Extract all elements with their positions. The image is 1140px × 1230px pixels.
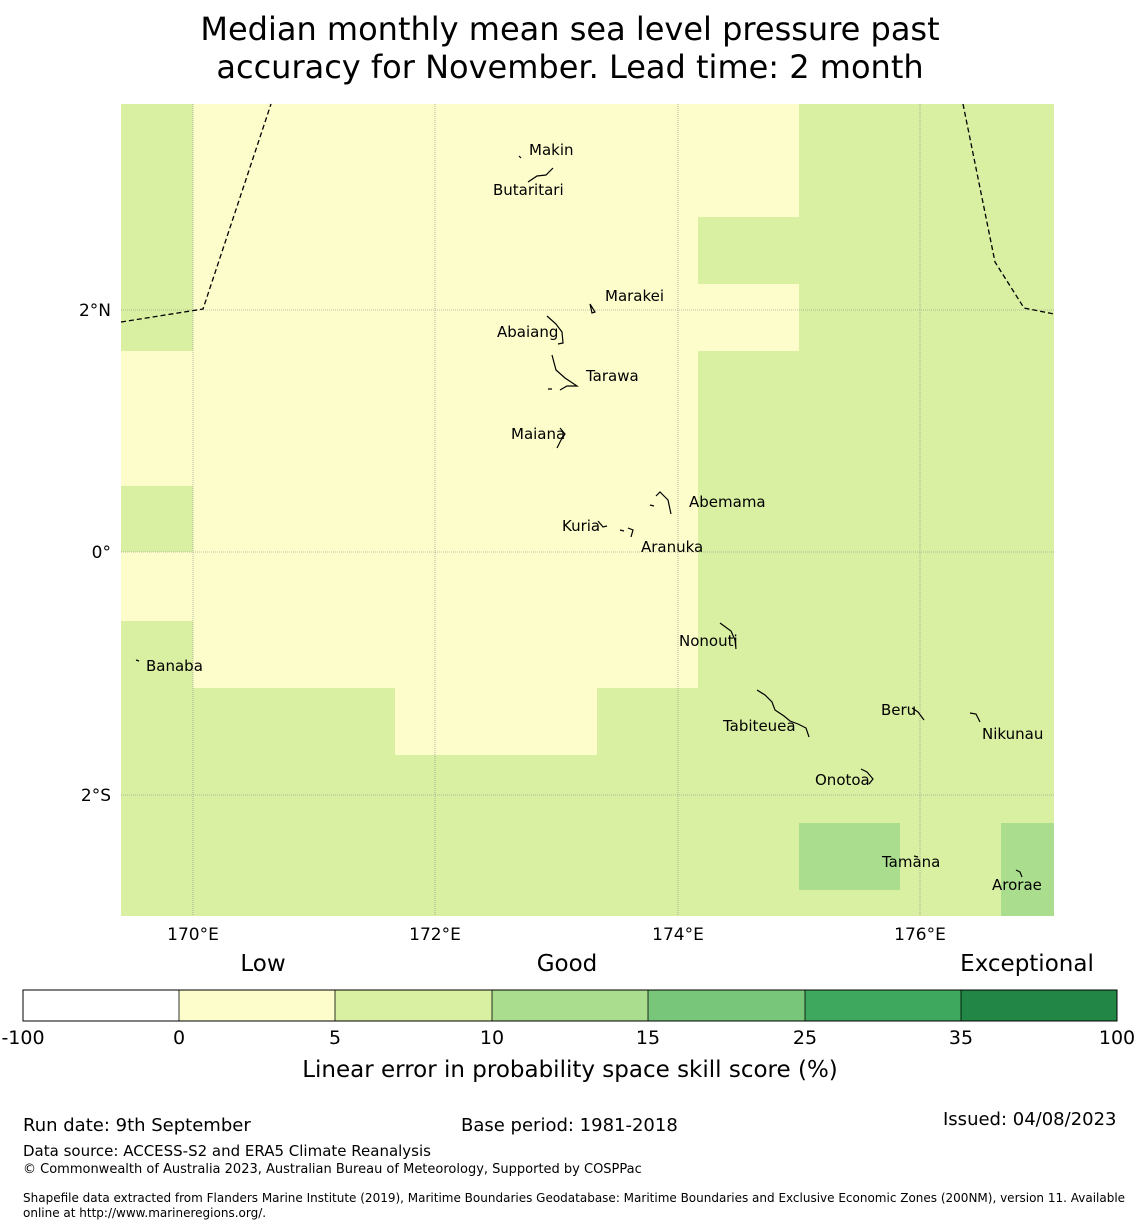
island-shape-aranuka <box>627 527 634 538</box>
island-shape-tabiteuea <box>756 689 810 738</box>
island-shape-maiana <box>556 427 566 449</box>
run-date: Run date: 9th September <box>23 1115 251 1136</box>
island-shape-makin <box>518 155 522 159</box>
legend-swatch <box>335 990 492 1021</box>
island-labels: Makin Butaritari Marakei Abaiang Tarawa … <box>146 141 1043 894</box>
island-label: Onotoa <box>815 771 870 789</box>
island-label: Makin <box>529 141 574 159</box>
map-title-line-1: Median monthly mean sea level pressure p… <box>200 10 940 48</box>
map-title: Median monthly mean sea level pressure p… <box>0 10 1140 86</box>
eez-boundary-west <box>120 103 272 323</box>
legend-category-low: Low <box>240 951 285 977</box>
grid-cell <box>799 823 900 890</box>
base-period: Base period: 1981-2018 <box>461 1115 678 1136</box>
lat-tick-label: 2°S <box>81 786 111 806</box>
grid-cell <box>121 552 698 621</box>
grid-cell <box>193 217 698 284</box>
grid-cell <box>121 351 698 486</box>
legend-category-good: Good <box>537 951 598 977</box>
data-source: Data source: ACCESS-S2 and ERA5 Climate … <box>23 1142 431 1160</box>
legend-tick-label: -100 <box>1 1027 44 1049</box>
eez-boundary-east <box>962 103 1055 315</box>
island-label: Tarawa <box>585 367 639 385</box>
island-label: Abaiang <box>497 323 558 341</box>
island-shape-onotoa <box>860 768 874 785</box>
legend-colorbar: Low Good Exceptional -100 0 5 10 15 25 3… <box>1 951 1135 1083</box>
island-label: Abemama <box>689 493 766 511</box>
gridlines <box>121 104 1054 916</box>
eez-boundaries <box>120 103 1055 323</box>
legend-swatch <box>23 990 179 1021</box>
legend-tick-label: 35 <box>949 1027 973 1049</box>
legend-swatch <box>961 990 1117 1021</box>
legend-tick-label: 25 <box>793 1027 817 1049</box>
skill-grid <box>121 104 1054 916</box>
grid-cell <box>193 104 799 217</box>
grid-cell <box>193 486 698 552</box>
legend-category-exceptional: Exceptional <box>960 951 1094 977</box>
lon-tick-labels: 170°E 172°E 174°E 176°E <box>167 925 946 945</box>
island-label: Kuria <box>562 517 600 535</box>
island-label: Marakei <box>605 287 664 305</box>
island-shape-arorae <box>1015 869 1023 878</box>
lon-tick-label: 176°E <box>894 925 946 945</box>
island-shape-abaiang <box>546 315 564 345</box>
lon-tick-label: 174°E <box>652 925 704 945</box>
island-shape-tarawa <box>548 354 579 391</box>
lat-tick-label: 2°N <box>79 301 111 321</box>
island-shape-nonouti <box>719 622 737 650</box>
island-outlines <box>135 155 1023 878</box>
lon-tick-label: 172°E <box>409 925 461 945</box>
island-label: Tabiteuea <box>722 717 796 735</box>
island-label: Tamana <box>881 853 940 871</box>
legend-tick-label: 100 <box>1099 1027 1135 1049</box>
legend-swatch <box>805 990 961 1021</box>
lon-tick-label: 170°E <box>167 925 219 945</box>
legend-frame <box>22 989 1118 1022</box>
map-title-line-2: accuracy for November. Lead time: 2 mont… <box>216 48 924 86</box>
island-shape-tamana <box>913 855 919 858</box>
copyright: © Commonwealth of Australia 2023, Austra… <box>23 1162 642 1177</box>
legend-tick-label: 0 <box>173 1027 185 1049</box>
shapefile-credit-line-1: Shapefile data extracted from Flanders M… <box>23 1191 1126 1205</box>
island-shape-butaritari <box>527 167 554 183</box>
issued-date: Issued: 04/08/2023 <box>943 1109 1117 1130</box>
shapefile-credit-line-2: online at http://www.marineregions.org/. <box>23 1206 267 1220</box>
island-label: Nonouti <box>679 632 738 650</box>
legend-swatch <box>179 990 335 1021</box>
island-shape-banaba <box>135 659 140 662</box>
legend-tick-label: 10 <box>480 1027 504 1049</box>
legend-tick-label: 15 <box>636 1027 660 1049</box>
grid-cell <box>193 284 799 351</box>
legend-swatch <box>492 990 648 1021</box>
legend-tick-label: 5 <box>329 1027 341 1049</box>
grid-cell <box>1001 823 1054 916</box>
island-label: Nikunau <box>982 725 1043 743</box>
grid-cell <box>193 621 698 688</box>
island-label: Aranuka <box>641 538 703 556</box>
lat-tick-labels: 2°N 0° 2°S <box>79 301 111 806</box>
legend-axis-label: Linear error in probability space skill … <box>302 1057 838 1083</box>
island-shape-kuria <box>597 520 625 532</box>
island-label: Arorae <box>992 876 1042 894</box>
island-shape-beru <box>911 707 925 721</box>
island-label: Butaritari <box>493 181 564 199</box>
island-label: Banaba <box>146 657 203 675</box>
grid-cell <box>395 688 597 755</box>
island-shape-abemama <box>649 491 672 515</box>
lat-tick-label: 0° <box>92 543 111 563</box>
island-shape-nikunau <box>969 712 981 723</box>
island-label: Maiana <box>511 425 565 443</box>
island-label: Beru <box>881 701 916 719</box>
legend-swatch <box>648 990 805 1021</box>
island-shape-marakei <box>589 303 596 314</box>
